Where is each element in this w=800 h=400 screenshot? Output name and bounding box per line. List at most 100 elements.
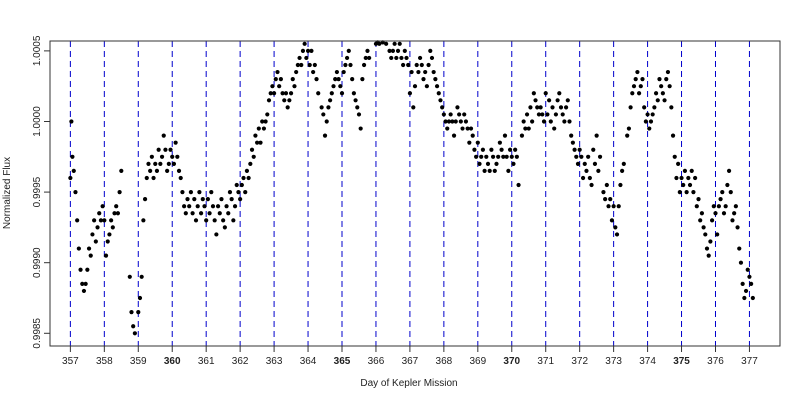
data-point — [229, 197, 234, 202]
data-point — [142, 197, 148, 202]
data-point — [708, 239, 713, 244]
data-point — [470, 133, 475, 138]
data-point — [509, 154, 514, 159]
data-point — [163, 147, 168, 152]
data-point — [633, 77, 638, 82]
y-tick-label: 1.0000 — [32, 106, 43, 137]
data-point — [513, 147, 518, 152]
data-point — [618, 182, 623, 188]
data-point — [78, 267, 83, 272]
data-point — [207, 211, 212, 216]
data-point — [643, 119, 648, 124]
data-point — [519, 133, 525, 138]
data-point — [553, 112, 559, 117]
data-point — [397, 41, 402, 46]
data-point — [579, 154, 584, 159]
data-point — [290, 77, 295, 82]
data-point — [86, 246, 92, 251]
data-point — [613, 225, 618, 230]
data-point — [234, 182, 239, 188]
data-point — [635, 69, 640, 75]
data-point — [597, 154, 603, 159]
data-point — [367, 55, 372, 61]
data-point — [285, 105, 290, 110]
data-point — [136, 310, 141, 315]
data-point — [333, 77, 338, 82]
data-point — [241, 175, 246, 181]
x-tick-label: 374 — [639, 356, 656, 367]
data-point — [591, 147, 596, 152]
data-point — [168, 147, 173, 152]
data-point — [69, 119, 74, 124]
data-point — [175, 154, 180, 159]
data-point — [81, 288, 87, 294]
data-point — [650, 112, 655, 117]
data-point — [165, 168, 170, 174]
data-point — [429, 55, 435, 61]
data-point — [528, 105, 533, 110]
data-point — [594, 133, 599, 138]
data-point — [282, 98, 287, 103]
data-point — [533, 98, 538, 103]
data-point — [127, 274, 132, 279]
data-point — [85, 267, 90, 272]
data-point — [251, 154, 256, 159]
data-point — [253, 133, 258, 138]
data-point — [100, 204, 105, 209]
data-point — [227, 189, 233, 195]
data-point — [83, 281, 88, 286]
data-point — [110, 225, 115, 230]
data-point — [326, 105, 331, 110]
data-point — [210, 204, 216, 209]
data-point — [348, 62, 353, 68]
data-point — [193, 218, 199, 223]
data-point — [647, 126, 652, 131]
data-point — [341, 69, 346, 75]
data-point — [516, 182, 521, 188]
data-point — [377, 41, 382, 46]
data-point — [475, 140, 480, 145]
data-point — [711, 204, 716, 209]
data-point — [176, 168, 182, 174]
x-tick-label: 373 — [605, 356, 622, 367]
data-point — [365, 48, 370, 53]
data-point — [474, 154, 479, 159]
data-point — [438, 98, 443, 103]
data-point — [277, 84, 282, 89]
data-point — [497, 140, 502, 145]
data-point — [428, 48, 433, 53]
data-point — [236, 189, 241, 195]
data-point — [144, 175, 149, 181]
data-point — [609, 218, 615, 223]
data-point — [725, 182, 730, 188]
data-point — [363, 55, 368, 61]
data-point — [743, 288, 749, 294]
data-point — [434, 84, 440, 89]
data-point — [704, 246, 710, 251]
data-point — [93, 239, 98, 244]
data-point — [328, 98, 333, 103]
data-point — [224, 204, 229, 209]
data-point — [95, 225, 100, 230]
data-point — [501, 154, 506, 159]
data-point — [270, 84, 275, 89]
data-point — [336, 77, 341, 82]
x-tick-label: 366 — [368, 356, 385, 367]
data-point — [103, 253, 109, 258]
data-point — [119, 168, 124, 174]
data-point — [321, 112, 326, 117]
data-point — [324, 119, 329, 124]
data-point — [484, 154, 489, 159]
data-point — [628, 105, 633, 110]
data-point — [319, 105, 324, 110]
data-point — [457, 112, 462, 117]
data-point — [158, 161, 163, 166]
data-point — [299, 62, 304, 68]
data-point — [563, 105, 569, 110]
data-point — [188, 189, 194, 195]
data-point — [715, 232, 720, 237]
data-point — [636, 91, 642, 96]
data-point — [747, 274, 752, 279]
data-point — [572, 147, 577, 152]
data-point — [88, 253, 93, 258]
